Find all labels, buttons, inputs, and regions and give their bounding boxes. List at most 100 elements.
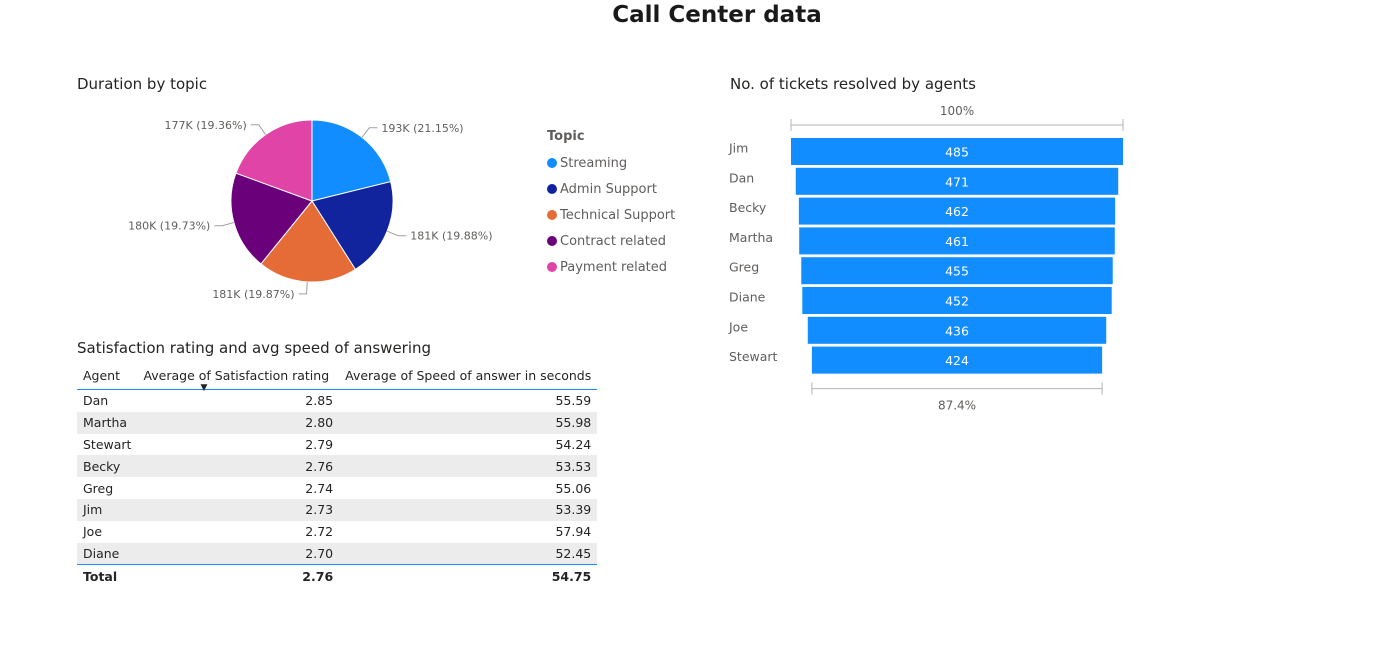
funnel-value-label: 452 bbox=[945, 294, 969, 309]
table-row[interactable]: Becky 2.76 53.53 bbox=[77, 455, 598, 478]
cell-satisfaction: 2.85 bbox=[305, 393, 334, 409]
legend-marker bbox=[547, 210, 557, 220]
cell-satisfaction: 2.72 bbox=[305, 524, 334, 540]
total-speed: 54.75 bbox=[339, 564, 598, 588]
legend-item[interactable]: Payment related bbox=[547, 254, 675, 280]
legend-title: Topic bbox=[547, 129, 585, 144]
funnel-bar[interactable] bbox=[801, 257, 1113, 285]
cell-satisfaction: 2.79 bbox=[305, 436, 334, 452]
legend-label: Streaming bbox=[560, 155, 628, 171]
cell-speed: 55.06 bbox=[555, 480, 592, 496]
column-header-agent[interactable]: Agent bbox=[77, 361, 138, 390]
funnel-top-bracket bbox=[790, 119, 1124, 131]
table-row[interactable]: Diane 2.70 52.45 bbox=[77, 542, 598, 565]
pie-leader-line bbox=[386, 230, 407, 237]
legend-label: Contract related bbox=[560, 233, 667, 249]
cell-agent: Diane bbox=[77, 542, 138, 565]
pie-data-label: 193K (21.15%) bbox=[381, 122, 463, 135]
legend-label: Technical Support bbox=[560, 207, 676, 223]
funnel-bar[interactable] bbox=[791, 138, 1123, 165]
funnel-bottom-bracket bbox=[811, 382, 1103, 395]
total-label: Total bbox=[77, 564, 138, 588]
funnel-value-label: 455 bbox=[945, 264, 969, 279]
page-title: Call Center data bbox=[612, 2, 822, 28]
cell-agent: Greg bbox=[83, 480, 114, 496]
funnel-bar[interactable] bbox=[795, 167, 1119, 195]
table-title: Satisfaction rating and avg speed of ans… bbox=[77, 339, 432, 357]
cell-satisfaction: 2.74 bbox=[305, 480, 334, 496]
legend-marker bbox=[547, 158, 557, 168]
pie-leader-line bbox=[361, 127, 378, 138]
cell-speed: 57.94 bbox=[555, 524, 592, 540]
legend-item[interactable]: Contract related bbox=[547, 228, 675, 254]
column-header-speed[interactable]: Average of Speed of answer in seconds bbox=[339, 361, 598, 390]
cell-speed: 55.98 bbox=[339, 411, 598, 434]
pie-slice[interactable] bbox=[311, 181, 394, 271]
pie-data-label: 181K (19.87%) bbox=[212, 288, 294, 301]
pie-legend: Topic Streaming Admin Support Technical Su… bbox=[547, 128, 675, 280]
table-row[interactable]: Jim 2.73 53.39 bbox=[77, 498, 598, 521]
pie-chart: 193K (21.15%) 181K (19.88%) 181K (19.87%) 1… bbox=[128, 119, 492, 301]
table-row[interactable]: Joe 2.72 57.94 bbox=[77, 521, 597, 543]
legend-marker bbox=[547, 236, 557, 246]
cell-satisfaction: 2.70 bbox=[137, 542, 340, 565]
cell-speed: 53.53 bbox=[339, 455, 598, 478]
table-total-row: Total 2.76 54.75 bbox=[77, 564, 598, 588]
total-satisfaction: 2.76 bbox=[137, 564, 340, 588]
cell-satisfaction: 2.80 bbox=[137, 411, 340, 434]
cell-speed: 55.59 bbox=[555, 393, 592, 409]
column-header-satisfaction-label: Average of Satisfaction rating bbox=[143, 367, 330, 383]
cell-speed: 52.45 bbox=[339, 542, 598, 565]
funnel-category-label: Becky bbox=[729, 200, 767, 215]
pie-leader-line bbox=[214, 222, 235, 227]
cell-agent: Joe bbox=[83, 524, 103, 540]
legend-marker bbox=[547, 184, 557, 194]
funnel-category-label: Dan bbox=[729, 170, 754, 185]
funnel-category-label: Greg bbox=[729, 260, 759, 275]
pie-leader-line bbox=[250, 124, 267, 135]
cell-agent: Martha bbox=[77, 411, 138, 434]
cell-agent: Becky bbox=[77, 455, 138, 478]
sort-descending-icon: ▼ bbox=[200, 383, 208, 393]
funnel-value-label: 462 bbox=[945, 204, 969, 219]
funnel-top-percent: 100% bbox=[940, 104, 974, 118]
legend-marker bbox=[547, 262, 557, 272]
funnel-value-label: 461 bbox=[945, 234, 969, 249]
funnel-bar[interactable] bbox=[807, 316, 1107, 344]
cell-agent: Jim bbox=[77, 498, 138, 521]
funnel-bar[interactable] bbox=[802, 287, 1112, 314]
funnel-category-label: Jim bbox=[728, 141, 748, 156]
pie-slice[interactable] bbox=[311, 119, 392, 202]
legend-item[interactable]: Streaming bbox=[547, 150, 675, 176]
legend-item[interactable]: Admin Support bbox=[547, 176, 675, 202]
cell-speed: 54.24 bbox=[555, 436, 592, 452]
funnel-category-label: Diane bbox=[729, 290, 766, 305]
column-header-satisfaction[interactable]: Average of Satisfaction rating ▼ bbox=[137, 361, 340, 393]
satisfaction-table: Agent Average of Satisfaction rating ▼ A… bbox=[77, 361, 598, 588]
legend-label: Admin Support bbox=[560, 181, 657, 197]
funnel-bar[interactable] bbox=[799, 227, 1115, 255]
funnel-value-label: 485 bbox=[945, 145, 969, 160]
table-header-row: Agent Average of Satisfaction rating ▼ A… bbox=[77, 361, 598, 393]
table-row[interactable]: Greg 2.74 55.06 bbox=[77, 477, 597, 499]
legend-item[interactable]: Technical Support bbox=[547, 202, 675, 228]
table-row[interactable]: Stewart 2.79 54.24 bbox=[77, 434, 597, 456]
funnel-value-label: 471 bbox=[945, 174, 969, 189]
funnel-chart-title: No. of tickets resolved by agents bbox=[730, 75, 976, 93]
funnel-category-label: Stewart bbox=[729, 349, 778, 364]
funnel-value-label: 436 bbox=[945, 323, 969, 338]
pie-leader-line bbox=[298, 281, 308, 295]
cell-agent: Stewart bbox=[83, 436, 132, 452]
cell-satisfaction: 2.73 bbox=[137, 498, 340, 521]
table-row[interactable]: Martha 2.80 55.98 bbox=[77, 411, 598, 434]
pie-data-label: 180K (19.73%) bbox=[128, 220, 210, 233]
funnel-bar[interactable] bbox=[798, 197, 1116, 225]
pie-slice[interactable] bbox=[235, 119, 313, 202]
funnel-bar[interactable] bbox=[811, 346, 1103, 374]
funnel-value-label: 424 bbox=[945, 353, 969, 368]
pie-data-label: 177K (19.36%) bbox=[165, 119, 247, 132]
funnel-category-label: Joe bbox=[728, 319, 748, 334]
pie-data-label: 181K (19.88%) bbox=[410, 230, 492, 243]
table-row[interactable]: Dan 2.85 55.59 bbox=[77, 390, 597, 412]
cell-speed: 53.39 bbox=[339, 498, 598, 521]
